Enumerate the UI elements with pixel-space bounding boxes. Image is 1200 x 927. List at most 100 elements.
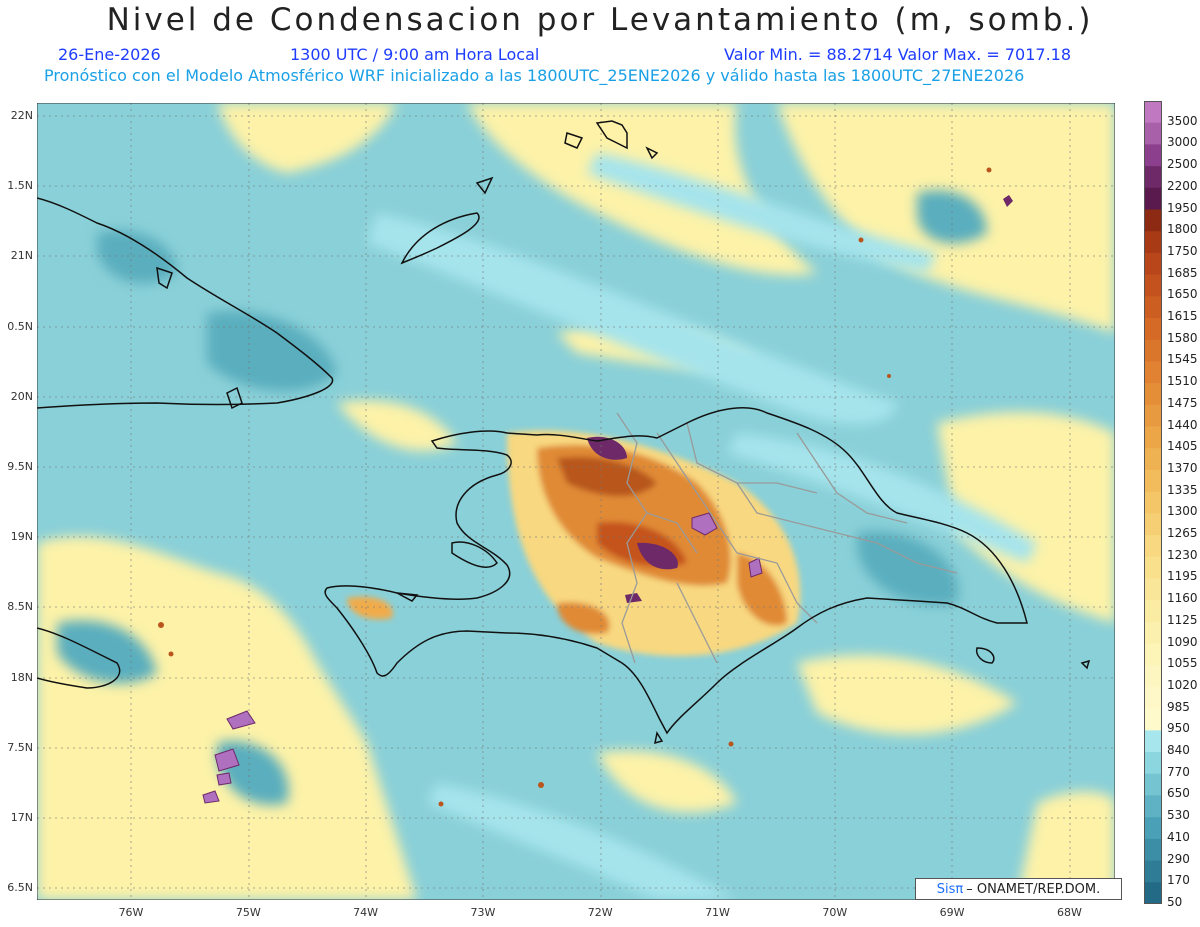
colorbar-swatch	[1144, 838, 1162, 862]
colorbar-label: 1090	[1167, 634, 1198, 649]
colorbar-swatch	[1144, 708, 1162, 731]
colorbar-swatch	[1144, 296, 1162, 319]
colorbar-swatch	[1144, 665, 1162, 688]
colorbar-swatch	[1144, 491, 1162, 514]
colorbar-swatch	[1144, 795, 1162, 818]
colorbar-swatch	[1144, 383, 1162, 406]
colorbar-swatch	[1144, 318, 1162, 341]
colorbar-label: 1160	[1167, 591, 1198, 606]
colorbar-label: 985	[1167, 699, 1190, 714]
latitude-label: 7.5N	[7, 740, 33, 754]
colorbar-swatch	[1144, 817, 1162, 840]
credit-text: – ONAMET/REP.DOM.	[966, 881, 1101, 897]
colorbar-label: 1800	[1167, 222, 1198, 237]
colorbar-swatch	[1144, 686, 1162, 710]
colorbar-swatch	[1144, 469, 1162, 493]
colorbar-label: 1405	[1167, 439, 1198, 454]
colorbar-label: 1230	[1167, 547, 1198, 562]
colorbar-swatch	[1144, 752, 1162, 775]
colorbar-label: 1300	[1167, 504, 1198, 519]
coastlines	[37, 120, 1091, 745]
colorbar-swatch	[1144, 122, 1162, 145]
colorbar-label: 2200	[1167, 178, 1198, 193]
colorbar-label: 1195	[1167, 569, 1198, 584]
colorbar-swatch	[1144, 882, 1162, 904]
colorbar-swatch	[1144, 187, 1162, 211]
latitude-label: 1.5N	[7, 179, 33, 193]
province-borders	[616, 412, 958, 664]
longitude-label: 76W	[118, 906, 144, 919]
colorbar-label: 530	[1167, 808, 1190, 823]
hispaniola-coast	[324, 407, 1028, 735]
colorbar-swatch	[1144, 448, 1162, 471]
colorbar-label: 1125	[1167, 612, 1198, 627]
longitude-label: 73W	[470, 906, 496, 919]
colorbar-label: 950	[1167, 721, 1190, 736]
colorbar-swatch	[1144, 404, 1162, 428]
colorbar-label: 1950	[1167, 200, 1198, 215]
gonave-coast	[451, 541, 498, 568]
value-range: Valor Min. = 88.2714 Valor Max. = 7017.1…	[724, 45, 1072, 64]
colorbar-swatch	[1144, 361, 1162, 384]
longitude-label: 72W	[587, 906, 613, 919]
colorbar-swatch	[1144, 730, 1162, 753]
purple-maxima	[158, 167, 1013, 807]
colorbar-swatch	[1144, 513, 1162, 536]
colorbar-label: 1510	[1167, 374, 1198, 389]
colorbar-label: 1265	[1167, 526, 1198, 541]
colorbar-swatch	[1144, 600, 1162, 623]
colorbar-label: 1055	[1167, 656, 1198, 671]
colorbar-label: 1440	[1167, 417, 1198, 432]
forecast-time: 1300 UTC / 9:00 am Hora Local	[290, 45, 540, 64]
colorbar-label: 1750	[1167, 243, 1198, 258]
latitude-label: 21N	[10, 249, 33, 263]
colorbar-label: 50	[1167, 895, 1183, 909]
colorbar-swatch	[1144, 556, 1162, 579]
latitude-label: 6.5N	[7, 881, 33, 895]
latitude-label: 9.5N	[7, 460, 33, 473]
map-title: Nivel de Condensacion por Levantamiento …	[106, 2, 1094, 38]
colorbar-label: 3000	[1167, 135, 1198, 150]
longitude-label: 69W	[939, 906, 965, 919]
colorbar-label: 1615	[1167, 309, 1198, 324]
colorbar-swatch	[1144, 621, 1162, 645]
longitude-label: 71W	[705, 906, 730, 919]
colorbar-label: 1685	[1167, 265, 1198, 280]
forecast-date: 26-Ene-2026	[58, 45, 161, 64]
colorbar-frame	[1144, 101, 1162, 904]
colorbar-label: 1650	[1167, 287, 1198, 302]
longitude-label: 70W	[822, 906, 848, 919]
condensation-core	[347, 430, 801, 657]
model-description: Pronóstico con el Modelo Atmosférico WRF…	[44, 66, 1025, 85]
colorbar-label: 170	[1167, 873, 1190, 888]
colorbar-swatch	[1144, 426, 1162, 449]
latitude-label: 22N	[10, 109, 33, 122]
latitude-label: 17N	[10, 811, 33, 824]
bahamas-coast	[400, 212, 480, 265]
colorbar-label: 2500	[1167, 157, 1198, 172]
light-sea-streaks	[367, 153, 1037, 900]
longitude-label: 75W	[235, 906, 261, 919]
colorbar-swatch	[1144, 231, 1162, 254]
colorbar-label: 1335	[1167, 482, 1198, 497]
longitude-label: 74W	[353, 906, 379, 919]
colorbar-swatch	[1144, 535, 1162, 558]
colorbar-swatch	[1144, 274, 1162, 297]
cuba-coast	[37, 197, 334, 409]
credit-box: Sisπ – ONAMET/REP.DOM.	[915, 878, 1122, 900]
latitude-label: 18N	[10, 670, 33, 684]
colorbar-label: 410	[1167, 829, 1190, 844]
colorbar-swatch	[1144, 578, 1162, 601]
colorbar-label: 290	[1167, 851, 1190, 866]
colorbar-label: 3500	[1167, 113, 1198, 128]
colorbar-label: 770	[1167, 764, 1190, 779]
colorbar-label: 840	[1167, 743, 1190, 758]
colorbar-label: 1580	[1167, 330, 1198, 345]
colorbar-swatch	[1144, 643, 1162, 666]
colorbar-swatch	[1144, 101, 1162, 124]
credit-brand: Sisπ	[936, 881, 964, 897]
forecast-map	[37, 103, 1115, 900]
colorbar-label: 1370	[1167, 460, 1198, 475]
longitude-label: 68W	[1056, 906, 1082, 919]
latitude-label: 8.5N	[7, 600, 33, 614]
